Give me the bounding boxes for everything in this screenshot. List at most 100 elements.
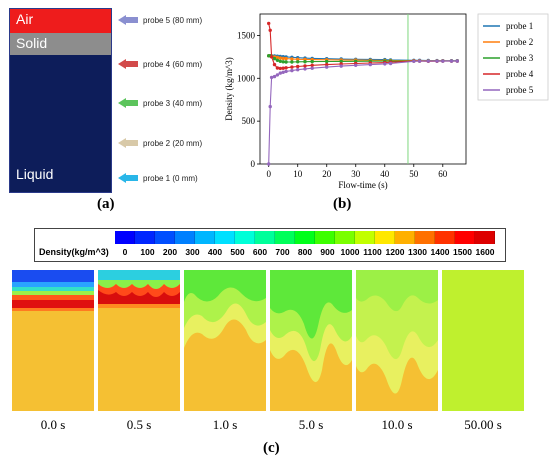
data-point-probe-5 <box>281 70 285 75</box>
y-axis-label: Density (kg/m^3) <box>224 57 234 120</box>
data-point-probe-5 <box>296 68 300 72</box>
probe-3-label: probe 3 (40 mm) <box>143 98 203 108</box>
data-point-probe-5 <box>412 59 416 63</box>
colorbar-tick-label: 600 <box>252 247 268 257</box>
x-tick-label-6: 60 <box>438 169 448 179</box>
data-point-probe-4 <box>268 28 272 32</box>
colorbar-swatch-13 <box>375 231 395 244</box>
data-point-probe-4 <box>272 62 277 67</box>
colorbar-swatch-0 <box>115 231 135 244</box>
arrow-left-icon <box>118 98 126 108</box>
colorbar-swatch-5 <box>215 231 235 244</box>
colorbar-swatch-12 <box>355 231 375 244</box>
x-tick-label-1: 10 <box>293 169 303 179</box>
data-point-probe-4 <box>310 63 314 67</box>
probe-4-label: probe 4 (60 mm) <box>143 59 203 69</box>
data-point-probe-4 <box>284 66 288 70</box>
snapshot-label-10s: 10.0 s <box>381 417 413 432</box>
data-point-probe-4 <box>278 66 282 71</box>
arrow-left-icon <box>118 59 126 69</box>
probe-1-label: probe 1 (0 mm) <box>143 173 198 183</box>
snapshot-label-50s: 50.00 s <box>464 417 502 432</box>
data-point-probe-5 <box>368 62 372 67</box>
panel-c-caption: (c) <box>263 440 280 456</box>
data-point-probe-3 <box>284 60 288 64</box>
colorbar-swatch-6 <box>235 231 255 244</box>
data-point-probe-3 <box>296 60 300 64</box>
contour-snapshot-1s <box>184 270 266 411</box>
data-point-probe-2 <box>275 55 280 60</box>
colorbar-tick-label: 300 <box>185 247 200 257</box>
colorbar-swatch-1 <box>135 231 155 244</box>
colorbar-tick-label: 800 <box>297 247 313 257</box>
density-line-chart: 0 10 20 30 40 50 60 0 500 1000 1500 Flow-time (s) De… <box>224 13 549 190</box>
data-point-probe-3 <box>281 60 285 64</box>
data-point-probe-5 <box>426 59 430 63</box>
probe-4-arrow: probe 4 (60 mm) <box>118 58 202 70</box>
data-point-probe-4 <box>296 64 300 69</box>
snapshot-label-1s: 1.0 s <box>212 417 238 432</box>
data-point-probe-3 <box>310 59 314 64</box>
colorbar-tick-label: 100 <box>140 247 155 257</box>
x-tick-label-0: 0 <box>266 169 271 179</box>
contour-5s-image <box>270 270 352 411</box>
y-tick-label-1: 500 <box>242 116 256 126</box>
colorbar-tick-label: 1400 <box>430 247 450 257</box>
colorbar-tick-label: 700 <box>275 247 290 257</box>
arrow-left-icon <box>118 15 126 25</box>
x-tick-label-3: 30 <box>351 169 361 179</box>
colorbar-tick-label: 1100 <box>363 247 382 257</box>
probe-3-arrow: probe 3 (40 mm) <box>118 97 202 109</box>
data-point-probe-5 <box>269 75 274 80</box>
solid-layer: Solid <box>10 33 111 55</box>
colorbar-swatch-9 <box>295 231 315 244</box>
data-point-probe-5 <box>354 63 358 67</box>
data-point-probe-5 <box>275 73 280 77</box>
colorbar-swatch-4 <box>195 231 215 244</box>
data-point-probe-5 <box>383 62 387 66</box>
legend-label-probe-2: probe 2 <box>506 37 533 47</box>
data-point-probe-5 <box>388 61 393 66</box>
y-tick-label-0: 0 <box>251 159 256 169</box>
data-point-probe-5 <box>303 67 307 71</box>
snapshot-label-5s: 5.0 s <box>298 417 324 432</box>
legend-label-probe-3: probe 3 <box>506 53 534 63</box>
arrow-left-icon <box>118 173 126 183</box>
legend-label-probe-4: probe 4 <box>506 69 534 79</box>
data-point-probe-5 <box>325 65 329 69</box>
data-point-probe-5 <box>339 64 343 68</box>
colorbar-tick-label: 1500 <box>453 247 472 257</box>
data-point-probe-4 <box>290 65 294 69</box>
data-point-probe-5 <box>435 59 439 63</box>
data-point-probe-3 <box>339 59 343 64</box>
panel-a-caption: (a) <box>97 196 115 212</box>
colorbar-swatch-3 <box>175 231 195 244</box>
air-layer: Air <box>10 9 111 33</box>
density-colorbar: Density(kg/m^3) 0 100 200 300 400 500 600 700 80… <box>34 228 506 262</box>
data-point-probe-5 <box>417 59 422 63</box>
colorbar-tick-label: 500 <box>230 247 245 257</box>
data-point-probe-5 <box>290 68 294 73</box>
contour-50s-image <box>442 270 524 411</box>
data-point-probe-4 <box>325 62 329 67</box>
data-point-probe-5 <box>284 69 288 74</box>
data-point-probe-5 <box>455 59 459 63</box>
colorbar-swatch-15 <box>415 231 435 244</box>
data-point-probe-2 <box>290 57 294 61</box>
contour-0s-image <box>12 270 94 411</box>
colorbar-tick-label: 400 <box>207 247 223 257</box>
data-point-probe-3 <box>325 59 329 64</box>
legend-label-probe-5: probe 5 <box>506 85 534 95</box>
x-axis-label: Flow-time (s) <box>338 180 387 190</box>
probe-2-arrow: probe 2 (20 mm) <box>118 137 202 149</box>
data-point-probe-5 <box>272 74 277 79</box>
snapshot-label-0s: 0.0 s <box>40 417 66 432</box>
x-tick-label-5: 50 <box>409 169 419 179</box>
colorbar-swatch-8 <box>275 231 295 244</box>
panel-b-caption: (b) <box>333 196 352 212</box>
data-point-probe-3 <box>290 60 294 64</box>
contour-snapshot-50s <box>442 270 524 411</box>
data-point-probe-5 <box>441 59 445 63</box>
x-tick-label-2: 20 <box>322 169 332 179</box>
contour-snapshot-0.5s <box>98 270 180 411</box>
